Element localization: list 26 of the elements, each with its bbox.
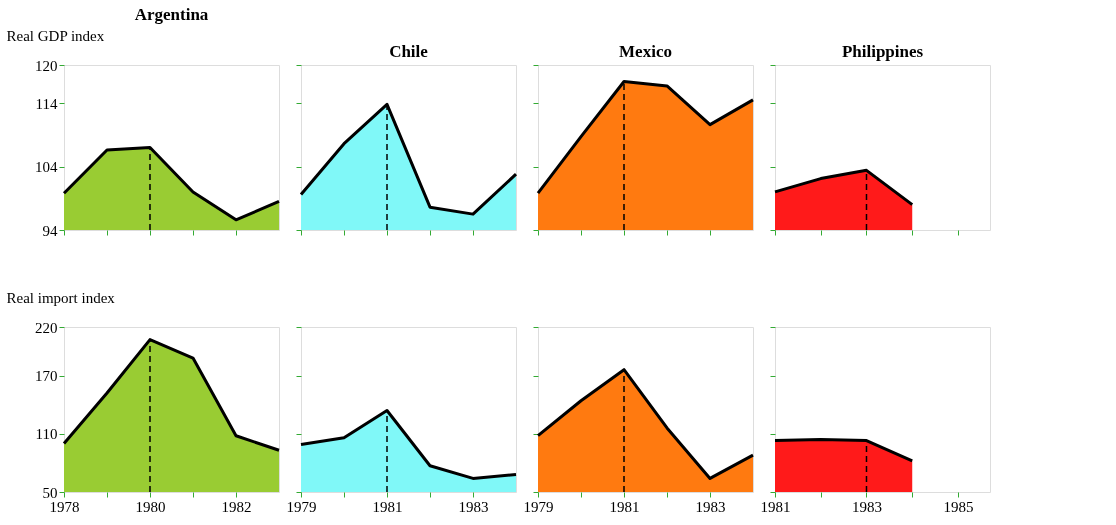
x-tick-label: 1981 <box>609 498 640 515</box>
x-tick-label: 1979 <box>286 498 317 515</box>
x-tick-label: 1981 <box>760 498 791 515</box>
y-tick-label: 120 <box>35 57 58 74</box>
y-tick-label: 114 <box>35 95 58 112</box>
y-tick-label: 110 <box>35 426 58 443</box>
x-tick-label: 1982 <box>221 498 252 515</box>
x-tick-label: 1983 <box>851 498 882 515</box>
chart-title: Chile <box>389 41 429 61</box>
y-tick-label: 94 <box>42 222 58 239</box>
x-tick-label: 1978 <box>49 498 80 515</box>
y-tick-label: 50 <box>42 484 58 501</box>
x-tick-label: 1979 <box>523 498 554 515</box>
y-tick-label: 104 <box>35 159 58 176</box>
y-tick-label: 220 <box>35 319 58 336</box>
x-tick-label: 1983 <box>458 498 489 515</box>
chart-title: Mexico <box>619 41 672 61</box>
x-tick-label: 1983 <box>695 498 726 515</box>
x-tick-label: 1985 <box>943 498 974 515</box>
y-axis-title: Real GDP index <box>6 27 105 44</box>
y-tick-label: 170 <box>35 368 58 385</box>
chart-title: Philippines <box>841 41 924 61</box>
x-tick-label: 1981 <box>372 498 403 515</box>
x-tick-label: 1980 <box>135 498 166 515</box>
chart-title: Argentina <box>134 5 209 24</box>
y-axis-title: Real import index <box>6 289 116 306</box>
